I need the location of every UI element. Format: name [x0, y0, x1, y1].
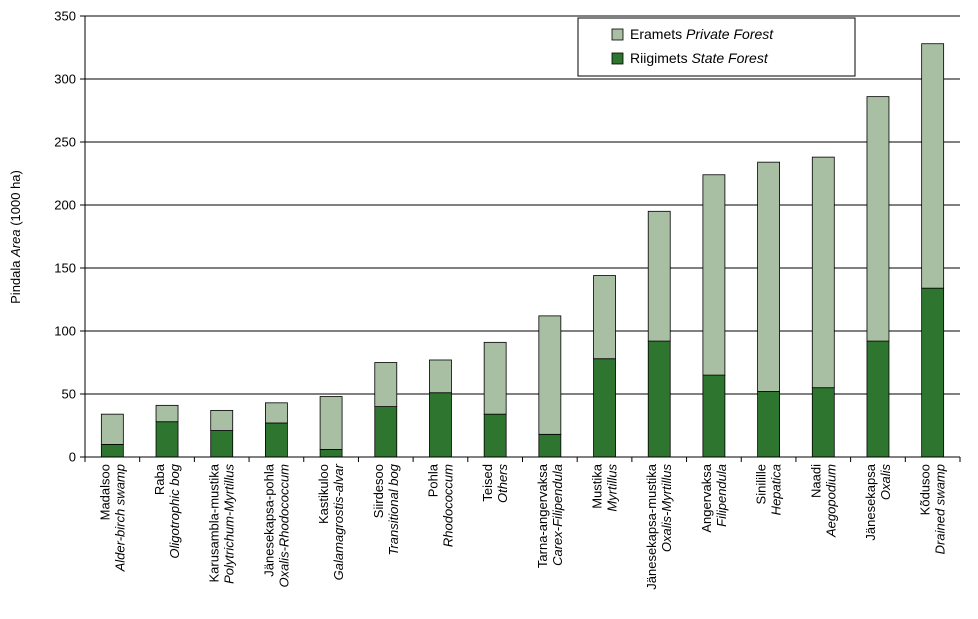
bar-segment-state-forest [374, 406, 398, 458]
category-label-en: Oxalis-Rhodococcum [276, 464, 291, 588]
bar-segment-private-forest [702, 174, 726, 376]
y-tick-label: 200 [54, 198, 76, 213]
category-label-en: Oxalis [878, 464, 893, 501]
bar-segment-private-forest [210, 409, 234, 431]
legend: Eramets Private Forest Riigimets State Fo… [577, 17, 856, 77]
category-label: Jänesekapsa-mustika [644, 463, 659, 589]
category-label-en: Alder-birch swamp [112, 464, 127, 572]
category-label-en: Drained swamp [933, 464, 948, 554]
bar-segment-state-forest [429, 392, 452, 458]
y-tick-label: 0 [69, 450, 76, 465]
bar-segment-state-forest [593, 358, 616, 458]
bar-segment-state-forest [155, 421, 179, 458]
category-labels: Madalsoo Alder-birch swamp Raba Oligotrophi… [97, 463, 947, 590]
category-label-en: Hepatica [769, 464, 784, 515]
category-label: Angervaksa [699, 463, 714, 532]
bars [100, 43, 945, 458]
bar-segment-private-forest [155, 404, 179, 423]
category-label: Jänesekapsa [863, 463, 878, 540]
bar-segment-state-forest [921, 287, 945, 458]
bar-segment-private-forest [483, 341, 507, 415]
category-label: Mustika [590, 463, 605, 509]
legend-entry: Eramets Private Forest [630, 26, 774, 42]
legend-box [577, 17, 856, 77]
category-label-en: Others [495, 464, 510, 504]
y-tick-label: 50 [62, 387, 76, 402]
category-label-en: Transitional bog [386, 463, 401, 555]
bar-segment-private-forest [811, 156, 835, 389]
bar-segment-state-forest [866, 340, 890, 458]
category-label: Madalsoo [97, 464, 112, 520]
y-tick-labels: 0 50 100 150 200 250 300 350 [54, 9, 76, 465]
bar-segment-state-forest [538, 433, 562, 458]
category-label: Naadi [808, 464, 823, 498]
bar-segment-private-forest [265, 402, 288, 424]
category-label: Sinilille [754, 464, 769, 504]
category-label: Jänesekapsa-pohla [261, 463, 276, 577]
bar-segment-state-forest [483, 413, 507, 458]
bar-segment-private-forest [757, 161, 780, 392]
category-label: Pohla [425, 463, 440, 497]
bar-segment-state-forest [702, 374, 726, 458]
category-label-en: Filipendula [714, 464, 729, 527]
y-tick-label: 300 [54, 72, 76, 87]
category-label-en: Myrtillus [605, 464, 620, 512]
bar-segment-private-forest [374, 362, 398, 407]
bar-segment-state-forest [265, 422, 288, 458]
legend-swatch [611, 52, 624, 65]
bar-segment-state-forest [210, 430, 234, 458]
bar-segment-state-forest [647, 340, 671, 458]
y-tick-label: 150 [54, 261, 76, 276]
y-axis-title: Pindala Area (1000 ha) [8, 170, 23, 304]
legend-swatch [611, 28, 624, 41]
category-label: Siirdesoo [371, 464, 386, 518]
bar-segment-private-forest [921, 43, 945, 289]
category-label-en: Rhodococcum [440, 464, 455, 547]
bar-segment-private-forest [647, 210, 671, 342]
category-label: Kastikuloo [316, 464, 331, 524]
bar-segment-private-forest [593, 275, 616, 360]
category-label: Raba [152, 463, 167, 495]
category-label-en: Galamagrostis-alvar [331, 463, 346, 580]
y-tick-label: 250 [54, 135, 76, 150]
y-tick-label: 350 [54, 9, 76, 24]
bar-segment-state-forest [100, 443, 124, 458]
category-label-en: Oligotrophic bog [167, 463, 182, 558]
category-label: Kõdusoo [918, 464, 933, 515]
category-label-en: Aegopodium [823, 464, 838, 538]
category-label-en: Oxalis-Myrtillus [659, 464, 674, 553]
bar-segment-state-forest [757, 391, 780, 458]
category-label: Tarna-angervaksa [535, 463, 550, 568]
category-label-en: Carex-Filipendula [550, 464, 565, 566]
bar-segment-state-forest [319, 449, 343, 458]
bar-segment-private-forest [319, 396, 343, 450]
axes [80, 15, 961, 462]
category-label: Karusambla-mustika [207, 463, 222, 582]
bar-segment-state-forest [811, 387, 835, 458]
bar-segment-private-forest [100, 413, 124, 445]
bar-segment-private-forest [538, 315, 562, 435]
category-label-en: Polytrichum-Myrtillus [222, 464, 237, 584]
gridlines [85, 15, 960, 395]
category-label: Teised [480, 464, 495, 502]
bar-segment-private-forest [866, 96, 890, 342]
y-tick-label: 100 [54, 324, 76, 339]
bar-segment-private-forest [429, 359, 452, 394]
legend-entry: Riigimets State Forest [630, 50, 769, 66]
